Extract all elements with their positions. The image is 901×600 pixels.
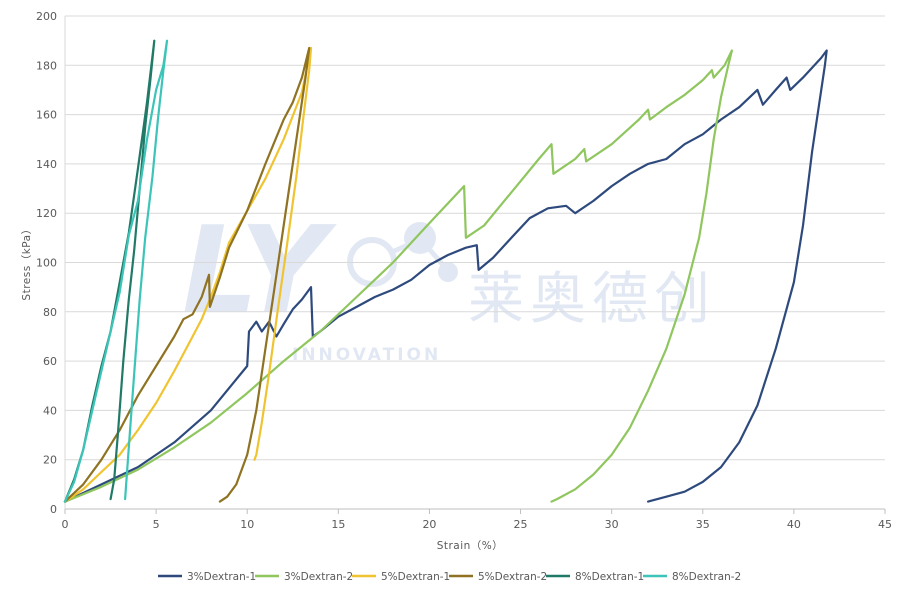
legend: 3%Dextran-1 3%Dextran-2 5%Dextran-1 5%Dextr…	[158, 571, 741, 583]
watermark-molecule-node	[404, 222, 436, 254]
series-layer	[63, 39, 828, 503]
x-axis-label: Strain（%）	[437, 540, 504, 552]
gridlines	[65, 15, 885, 510]
series-line-6	[63, 39, 169, 503]
x-tick-label: 0	[62, 518, 69, 531]
legend-label-6: 8%Dextran-2	[672, 571, 741, 583]
legend-label-3: 5%Dextran-1	[381, 571, 450, 583]
y-tick-label: 40	[43, 404, 57, 417]
y-tick-label: 200	[36, 10, 57, 23]
x-axis-ticks: 0 5 10 15 20 25 30 35 40 45	[62, 518, 893, 531]
y-tick-label: 20	[43, 454, 57, 467]
y-tick-label: 180	[36, 59, 57, 72]
y-tick-label: 100	[36, 257, 57, 270]
y-axis-ticks: 0 20 40 60 80 100 120 140 160 180 200	[36, 10, 57, 516]
series-line-1	[63, 49, 828, 503]
x-tick-label: 40	[787, 518, 801, 531]
y-tick-label: 0	[50, 503, 57, 516]
x-tick-label: 35	[696, 518, 710, 531]
plot-frame	[64, 16, 886, 514]
series-line-3	[63, 46, 313, 503]
y-tick-label: 80	[43, 306, 57, 319]
x-tick-label: 30	[605, 518, 619, 531]
x-tick-label: 45	[878, 518, 892, 531]
y-tick-label: 140	[36, 158, 57, 171]
legend-label-5: 8%Dextran-1	[575, 571, 644, 583]
x-tick-label: 15	[331, 518, 345, 531]
watermark-brand-en: INNOVATION	[292, 345, 441, 365]
x-tick-label: 25	[514, 518, 528, 531]
watermark-logo: LY 莱奥德创 INNOVATION	[182, 202, 716, 365]
series-line-4	[63, 46, 311, 503]
y-axis-label: Stress（kPa）	[21, 223, 33, 300]
legend-label-2: 3%Dextran-2	[284, 571, 353, 583]
watermark-molecule-node-small	[438, 262, 458, 282]
y-tick-label: 160	[36, 109, 57, 122]
watermark-brand-cn: 莱奥德创	[468, 267, 716, 332]
legend-label-4: 5%Dextran-2	[478, 571, 547, 583]
y-tick-label: 60	[43, 355, 57, 368]
x-tick-label: 20	[422, 518, 436, 531]
watermark-logo-letters: LY	[182, 202, 338, 341]
legend-label-1: 3%Dextran-1	[187, 571, 256, 583]
series-line-5	[63, 39, 156, 503]
y-tick-label: 120	[36, 207, 57, 220]
series-line-2	[63, 49, 733, 503]
x-tick-label: 10	[240, 518, 254, 531]
x-tick-label: 5	[153, 518, 160, 531]
